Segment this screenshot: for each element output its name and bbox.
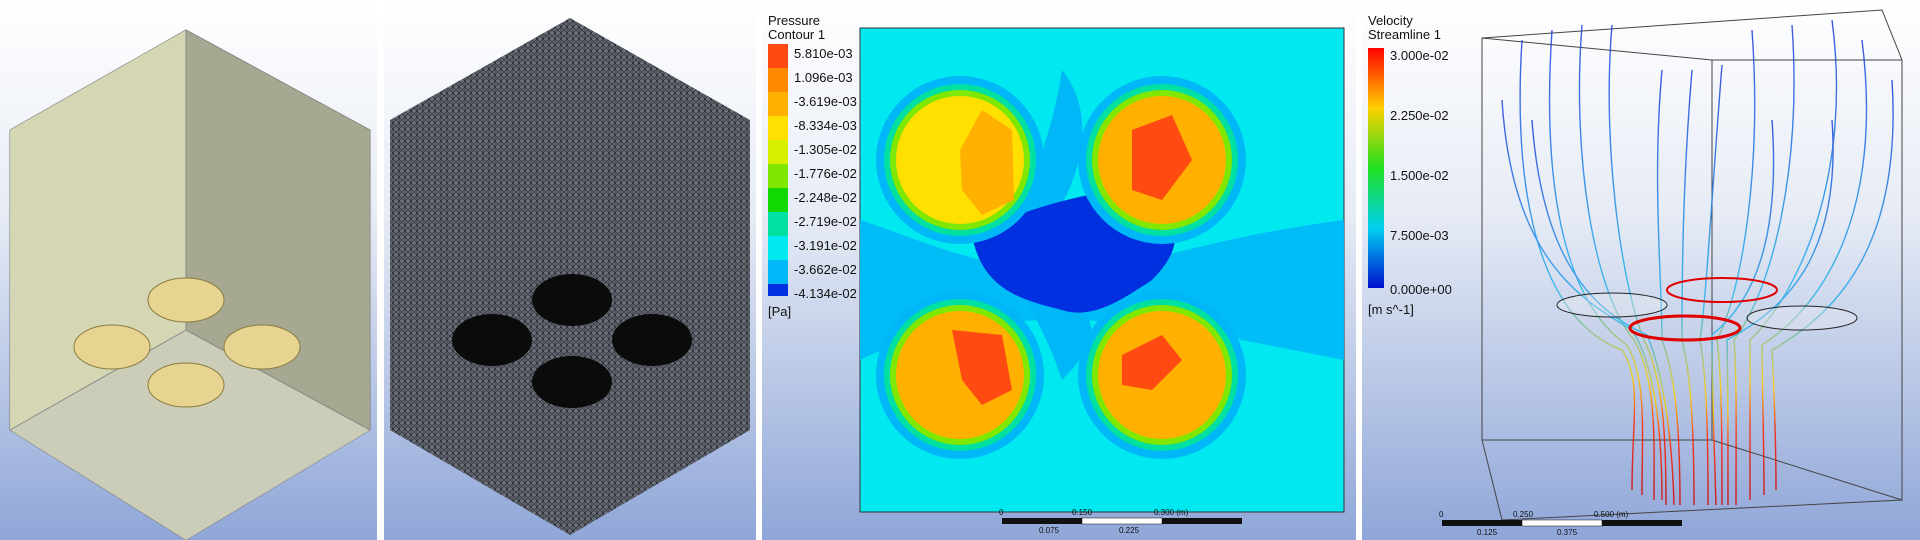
velocity-scale-label-1: 0.250 [1513,510,1534,519]
geometry-panel [0,0,377,540]
mesh-panel [384,0,756,540]
velocity-level-0: 3.000e-02 [1390,48,1449,63]
pressure-hotspot-bl [876,291,1044,459]
pressure-level-0: 5.810e-03 [794,46,853,61]
pressure-legend-title: Pressure Contour 1 [768,14,825,42]
pressure-level-4: -1.305e-02 [794,142,857,157]
velocity-legend-title: Velocity Streamline 1 [1368,14,1441,42]
streamline-bundle [1501,19,1894,506]
pressure-title: Pressure [768,13,821,28]
velocity-scale-bar [1442,519,1682,527]
pressure-level-8: -3.191e-02 [794,238,857,253]
velocity-colorbar [1368,48,1384,288]
velocity-unit: [m s^-1] [1368,302,1414,317]
pressure-level-10: -4.134e-02 [794,286,857,301]
pressure-subtitle: Contour 1 [768,27,826,42]
pressure-scale-bar [1002,517,1242,525]
pressure-scale-label-4: 0.225 [1119,526,1140,535]
pressure-scale-label-1: 0.150 [1072,508,1093,517]
pressure-level-9: -3.662e-02 [794,262,857,277]
velocity-scale-label-3: 0.125 [1477,528,1498,537]
velocity-level-4: 0.000e+00 [1390,282,1452,297]
pressure-level-2: -3.619e-03 [794,94,857,109]
velocity-level-3: 7.500e-03 [1390,228,1449,243]
pressure-hotspot-tl [876,76,1044,244]
velocity-scale-label-4: 0.375 [1557,528,1578,537]
pressure-hotspot-br [1078,291,1246,459]
velocity-panel: Velocity Streamline 1 [1362,0,1920,540]
mesh-drawing [390,18,750,535]
velocity-title: Velocity [1368,13,1413,28]
pressure-panel: Pressure Contour 1 [762,0,1356,540]
geometry-drawing [9,29,371,540]
velocity-scale-label-0: 0 [1439,510,1444,519]
pressure-scale-label-0: 0 [999,508,1004,517]
pressure-level-7: -2.719e-02 [794,214,857,229]
velocity-subtitle: Streamline 1 [1368,27,1441,42]
velocity-streamlines [1368,9,1903,527]
velocity-disks [1556,277,1858,342]
pressure-level-5: -1.776e-02 [794,166,857,181]
pressure-scale-label-3: 0.075 [1039,526,1060,535]
pressure-unit: [Pa] [768,304,792,319]
pressure-level-6: -2.248e-02 [794,190,857,205]
pressure-level-3: -8.334e-03 [794,118,857,133]
pressure-contour [768,27,1345,525]
pressure-scale-label-2: 0.300 (m) [1154,508,1189,517]
velocity-level-1: 2.250e-02 [1390,108,1449,123]
pressure-hotspot-tr [1078,76,1246,244]
pressure-level-1: 1.096e-03 [794,70,853,85]
velocity-scale-label-2: 0.500 (m) [1594,510,1629,519]
pressure-colorbar [768,44,788,296]
velocity-level-2: 1.500e-02 [1390,168,1449,183]
